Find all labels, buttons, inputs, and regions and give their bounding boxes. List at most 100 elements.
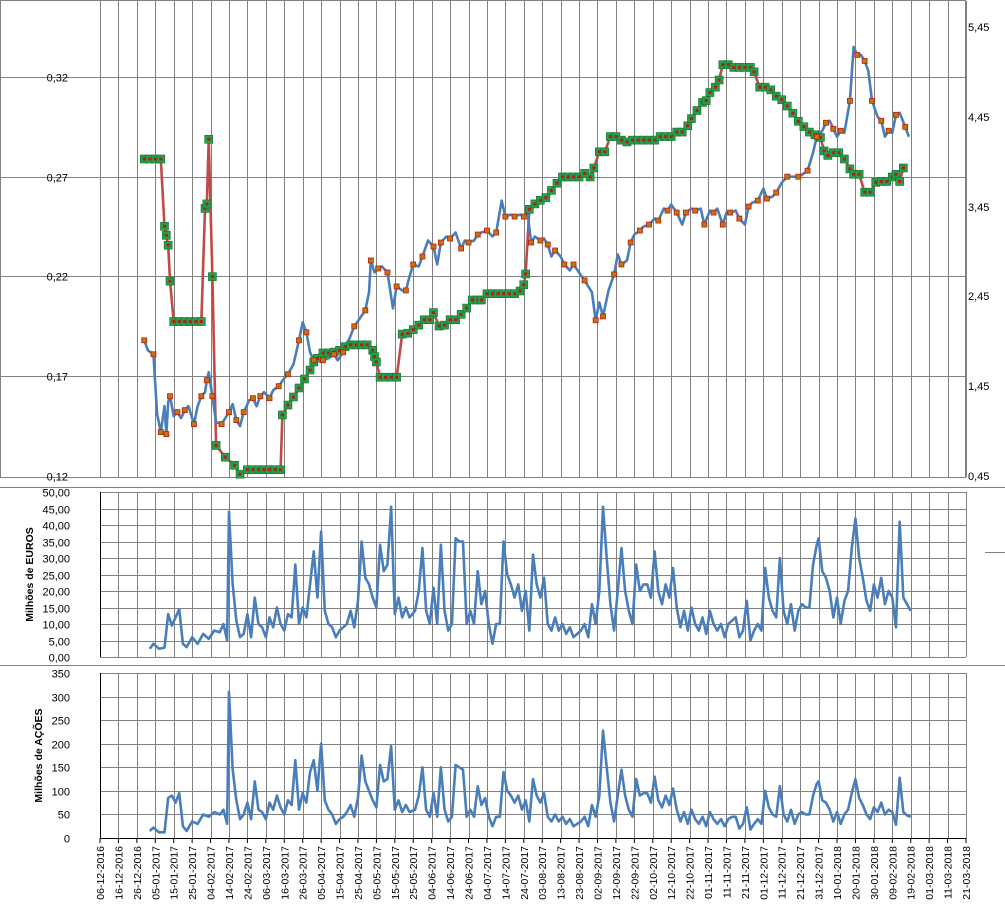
blue-series-marker [581, 277, 588, 284]
blue-series-marker [402, 287, 409, 294]
red-series-marker-dot [432, 311, 436, 315]
x-axis-tick-label: 26-12-2016 [132, 846, 144, 900]
red-series-marker-dot [566, 175, 570, 179]
x-axis-tick-label: 11-03-2018 [943, 846, 955, 899]
red-series-marker-dot [153, 157, 157, 161]
blue-series-marker [419, 253, 426, 260]
red-series-marker-dot [214, 443, 218, 447]
volume-axis-title: Milhões de EUROS [24, 527, 36, 622]
blue-series-marker [764, 195, 770, 202]
red-series-marker-dot [395, 375, 399, 379]
red-series-marker-dot [717, 78, 721, 82]
x-axis-tick-label: 22-09-2017 [629, 846, 641, 900]
red-series-marker-dot [338, 348, 342, 352]
red-series-marker-dot [737, 65, 741, 69]
blue-series-marker [847, 97, 853, 104]
red-series-marker-dot [524, 272, 528, 276]
blue-series-marker [837, 127, 844, 134]
red-series-marker-dot [279, 468, 283, 472]
blue-series-marker [600, 313, 606, 320]
blue-series-marker [754, 197, 761, 204]
x-axis-tick-label: 22-10-2017 [685, 846, 697, 900]
red-series-marker-dot [885, 179, 889, 183]
red-series-marker-dot [522, 283, 526, 287]
red-series-marker-dot [796, 119, 800, 123]
blue-series-marker [611, 271, 617, 278]
red-series-marker-dot [490, 292, 494, 296]
red-series-marker-dot [868, 190, 872, 194]
blue-series-marker [331, 351, 337, 358]
blue-series-marker [804, 167, 811, 174]
x-axis-tick-label: 21-03-2018 [961, 846, 973, 900]
x-axis-tick-label: 06-03-2017 [261, 846, 273, 900]
x-axis-tick-label: 14-02-2017 [224, 846, 236, 900]
red-series-marker-dot [496, 292, 500, 296]
blue-series-marker [537, 237, 544, 244]
x-axis-tick-label: 23-08-2017 [574, 846, 586, 900]
blue-series-marker [885, 127, 892, 134]
x-axis-tick-label: 24-07-2017 [519, 846, 531, 900]
red-series-marker-dot [653, 138, 657, 142]
blue-series-marker [854, 52, 861, 58]
blue-series-marker [303, 329, 310, 336]
x-axis-tick-label: 21-12-2017 [795, 846, 807, 900]
blue-series-marker [664, 207, 671, 214]
blue-series-marker [719, 221, 726, 228]
red-series-marker-dot [689, 117, 693, 121]
red-series-marker-dot [894, 172, 898, 176]
right-axis-tick-label: 3,45 [968, 202, 989, 214]
blue-series-marker [561, 261, 568, 268]
red-series-marker-dot [148, 157, 152, 161]
blue-series-marker [570, 261, 577, 268]
red-series-marker-dot [704, 99, 708, 103]
right-axis-tick-label: 2,45 [968, 291, 989, 303]
red-series-marker-dot [286, 403, 290, 407]
x-axis-tick-label: 25-01-2017 [187, 846, 199, 900]
red-series-marker-dot [291, 395, 295, 399]
x-axis-tick-label: 06-12-2016 [95, 846, 107, 900]
red-series-marker-dot [588, 175, 592, 179]
red-series-marker-dot [603, 150, 607, 154]
red-series-marker-dot [454, 318, 458, 322]
x-axis-tick-label: 05-04-2017 [316, 846, 328, 900]
x-axis-tick-label: 14-06-2017 [445, 846, 457, 900]
blue-series-marker [351, 323, 358, 330]
red-series-marker-dot [513, 292, 517, 296]
red-series-marker-dot [297, 386, 301, 390]
x-axis-tick-label: 03-08-2017 [537, 846, 549, 900]
red-series-marker-dot [406, 331, 410, 335]
red-series-marker-dot [428, 318, 432, 322]
blue-series-marker [447, 235, 453, 242]
red-series-marker-dot [485, 292, 489, 296]
x-axis-tick-label: 15-04-2017 [335, 846, 347, 900]
red-series-marker-dot [194, 320, 198, 324]
red-series-marker-dot [842, 157, 846, 161]
volume-axis-tick-label: 150 [52, 763, 70, 775]
blue-series-marker [240, 409, 247, 416]
volume-axis-tick-label: 50,00 [42, 488, 70, 500]
red-series-marker-dot [384, 375, 388, 379]
x-axis-tick-label: 15-05-2017 [390, 846, 402, 900]
red-series-marker-dot [374, 360, 378, 364]
blue-series-marker [823, 119, 829, 126]
right-axis-tick-label: 4,45 [968, 112, 989, 124]
volume-axis-tick-label: 15,00 [42, 604, 70, 616]
red-series-marker-dot [360, 343, 364, 347]
blue-series-marker [544, 241, 551, 248]
red-series-marker-dot [303, 377, 307, 381]
blue-series-marker [869, 97, 875, 104]
volume-axis-tick-label: 50 [58, 810, 70, 822]
red-series-marker-dot [400, 332, 404, 336]
x-axis-tick-label: 01-03-2018 [924, 846, 936, 900]
red-series-marker-dot [818, 135, 822, 139]
red-series-marker-dot [774, 94, 778, 98]
red-series-marker-dot [630, 138, 634, 142]
red-series-marker-dot [371, 348, 375, 352]
blue-series-marker [511, 213, 518, 220]
red-series-marker-dot [680, 130, 684, 134]
red-series-marker-dot [822, 149, 826, 153]
red-series-marker-dot [268, 468, 272, 472]
blue-series-marker [520, 213, 527, 220]
red-series-marker-dot [572, 175, 576, 179]
